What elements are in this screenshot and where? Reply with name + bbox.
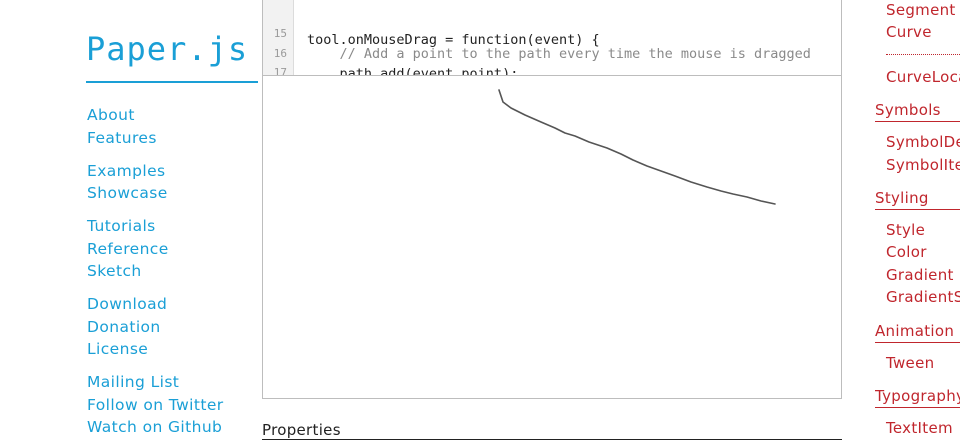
nav-showcase[interactable]: Showcase bbox=[87, 184, 168, 202]
line-number: 17 bbox=[273, 66, 287, 76]
ref-category-symbols[interactable]: Symbols bbox=[875, 101, 941, 119]
line-number: 15 bbox=[273, 27, 287, 40]
ref-category-styling[interactable]: Styling bbox=[875, 189, 929, 207]
ref-gradient-stop[interactable]: GradientStop bbox=[886, 288, 960, 306]
line-number-gutter bbox=[263, 0, 294, 75]
ref-symbol-item[interactable]: SymbolItem bbox=[886, 156, 960, 174]
ref-color[interactable]: Color bbox=[886, 243, 927, 261]
ref-curve-location[interactable]: CurveLocation bbox=[886, 68, 960, 86]
drawing-surface[interactable] bbox=[263, 76, 841, 398]
nav-about[interactable]: About bbox=[87, 106, 135, 124]
nav-follow-twitter[interactable]: Follow on Twitter bbox=[87, 395, 224, 414]
drawn-path bbox=[498, 89, 776, 205]
properties-underline bbox=[262, 439, 842, 440]
ref-style[interactable]: Style bbox=[886, 221, 926, 239]
code-line: tool.onMouseDrag = function(event) { bbox=[307, 32, 600, 48]
logo-link[interactable]: Paper.js bbox=[86, 30, 249, 68]
category-underline bbox=[875, 121, 960, 122]
ref-category-animation[interactable]: Animation bbox=[875, 322, 955, 340]
nav-watch-github[interactable]: Watch on Github bbox=[87, 418, 223, 436]
nav-tutorials[interactable]: Tutorials bbox=[87, 217, 156, 235]
nav-sketch[interactable]: Sketch bbox=[87, 262, 142, 280]
nav-license[interactable]: License bbox=[87, 340, 149, 358]
category-underline bbox=[875, 407, 960, 408]
ref-curve[interactable]: Curve bbox=[886, 23, 932, 41]
ref-category-typography[interactable]: Typography bbox=[875, 387, 960, 405]
nav-download[interactable]: Download bbox=[87, 295, 168, 313]
ref-text-item[interactable]: TextItem bbox=[886, 419, 953, 437]
nav-examples[interactable]: Examples bbox=[87, 161, 166, 180]
code-comment: // Add a point to the path every time th… bbox=[307, 46, 811, 62]
code-line: 16 path.add(event.point); bbox=[263, 24, 841, 75]
ref-segment[interactable]: Segment bbox=[886, 1, 956, 19]
ref-tween[interactable]: Tween bbox=[886, 354, 935, 372]
code-editor[interactable]: tool.onMouseDrag = function(event) { 15 … bbox=[262, 0, 842, 76]
line-number: 16 bbox=[273, 47, 287, 60]
nav-donation[interactable]: Donation bbox=[87, 317, 161, 336]
code-line: 15 // Add a point to the path every time… bbox=[263, 4, 841, 62]
ref-symbol-definition[interactable]: SymbolDefinition bbox=[886, 133, 960, 151]
main-nav: About Features Examples Showcase Tutoria… bbox=[87, 104, 224, 439]
nav-features[interactable]: Features bbox=[87, 128, 157, 147]
code-line: 17 } bbox=[263, 43, 841, 75]
dotted-divider bbox=[886, 54, 960, 55]
logo-underline bbox=[86, 81, 258, 83]
properties-heading: Properties bbox=[262, 421, 341, 439]
code-text: path.add(event.point); bbox=[307, 66, 519, 76]
ref-gradient[interactable]: Gradient bbox=[886, 266, 954, 284]
category-underline bbox=[875, 342, 960, 343]
reference-sidebar: Segment Curve CurveLocation Symbols Symb… bbox=[875, 0, 960, 442]
nav-mailing-list[interactable]: Mailing List bbox=[87, 373, 180, 391]
nav-reference[interactable]: Reference bbox=[87, 239, 169, 258]
drawing-canvas[interactable] bbox=[262, 75, 842, 399]
category-underline bbox=[875, 209, 960, 210]
